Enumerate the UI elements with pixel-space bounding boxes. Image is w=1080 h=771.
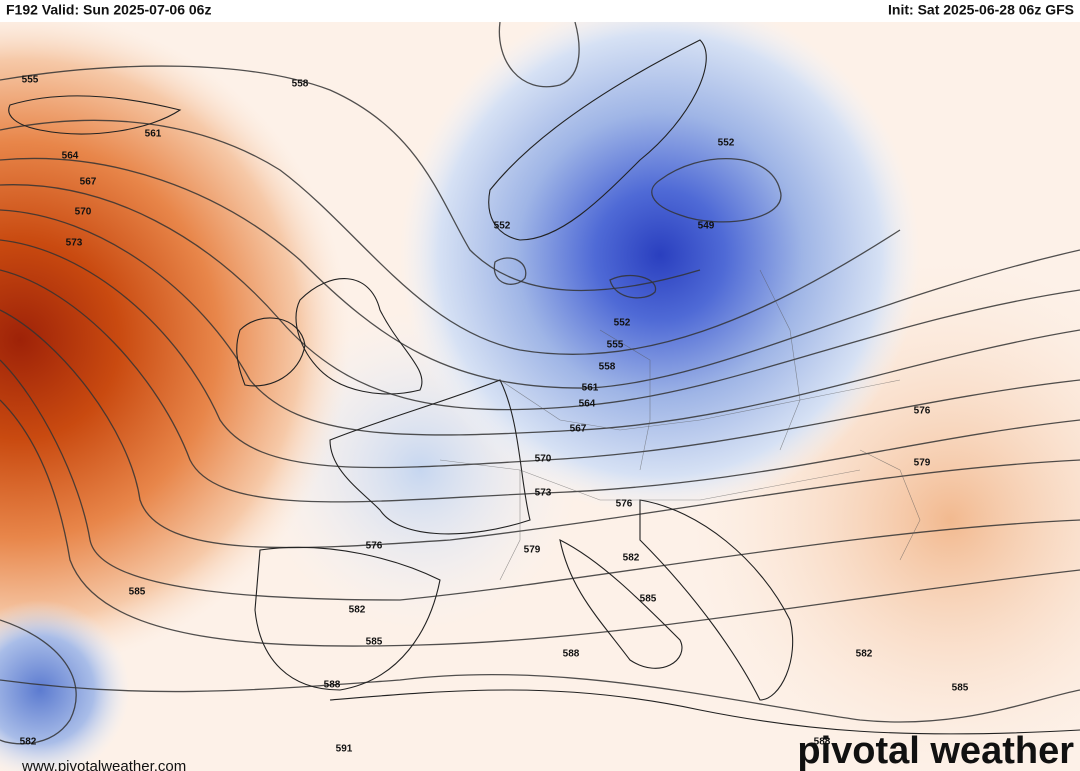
coastline (329, 689, 1080, 735)
contour (0, 119, 901, 356)
contour-label: 582 (623, 553, 640, 564)
contour-label: 558 (599, 362, 616, 373)
header-bar (0, 0, 1080, 22)
contour-label: 585 (640, 594, 657, 605)
contour-label: 582 (856, 649, 873, 660)
contour (0, 65, 701, 292)
contour-label: 588 (324, 680, 341, 691)
valid-time: F192 Valid: Sun 2025-07-06 06z (6, 2, 211, 18)
contour-label: 576 (914, 406, 931, 417)
coastline (236, 317, 306, 387)
contour-label: 555 (22, 75, 39, 86)
contour-label: 579 (524, 545, 541, 556)
contour-label: 579 (914, 458, 931, 469)
coastline (488, 39, 707, 241)
contour-label: 585 (129, 587, 146, 598)
coastlines (8, 39, 1080, 735)
contour (0, 619, 77, 745)
contour-label: 576 (366, 541, 383, 552)
contour (493, 257, 527, 285)
border (859, 449, 921, 561)
contour-label: 564 (62, 151, 79, 162)
border (439, 459, 861, 501)
contour-label: 582 (349, 605, 366, 616)
contour-label: 555 (607, 340, 624, 351)
coastline (639, 499, 794, 701)
contour (651, 157, 782, 223)
contour-label: 585 (952, 683, 969, 694)
contour-label: 558 (292, 79, 309, 90)
contour-label: 561 (145, 129, 162, 140)
border (499, 470, 521, 581)
coastline (254, 546, 441, 691)
borders (439, 269, 921, 581)
contour-label: 576 (616, 499, 633, 510)
contour-label: 552 (718, 138, 735, 149)
contour (0, 209, 1080, 436)
contour-label: 552 (494, 221, 511, 232)
contour-label: 549 (698, 221, 715, 232)
contour (609, 274, 657, 299)
coastline (559, 539, 683, 669)
contours (0, 21, 1080, 745)
url-watermark: www.pivotalweather.com (21, 758, 186, 771)
contour-label: 582 (20, 737, 37, 748)
border (759, 269, 801, 451)
contour (0, 184, 1080, 411)
init-time: Init: Sat 2025-06-28 06z GFS (888, 2, 1074, 18)
contour-label: 552 (614, 318, 631, 329)
coastline (295, 278, 423, 395)
contour-label: 588 (563, 649, 580, 660)
coastline (329, 379, 531, 535)
contour-label: 567 (570, 424, 587, 435)
contour (0, 309, 1080, 549)
contour (0, 269, 1080, 503)
contour (0, 673, 1080, 723)
border (599, 329, 651, 471)
contour-label: 573 (535, 488, 552, 499)
contour (498, 21, 580, 88)
contour (0, 239, 1080, 469)
contour-label: 591 (336, 744, 353, 755)
contour-label: 588 (814, 737, 831, 748)
contour-label: 561 (582, 383, 599, 394)
contour (0, 359, 1080, 601)
contour (0, 399, 1080, 647)
border (499, 379, 901, 431)
contour-label: 585 (366, 637, 383, 648)
contour-label: 573 (66, 238, 83, 249)
contour-label: 570 (75, 207, 92, 218)
brand-watermark: pivotal weather (797, 730, 1074, 771)
contour (0, 157, 1080, 389)
contour-label: 570 (535, 454, 552, 465)
coastline (8, 95, 182, 135)
contour-label: 567 (80, 177, 97, 188)
contour-label: 564 (579, 399, 596, 410)
low (0, 22, 1080, 771)
